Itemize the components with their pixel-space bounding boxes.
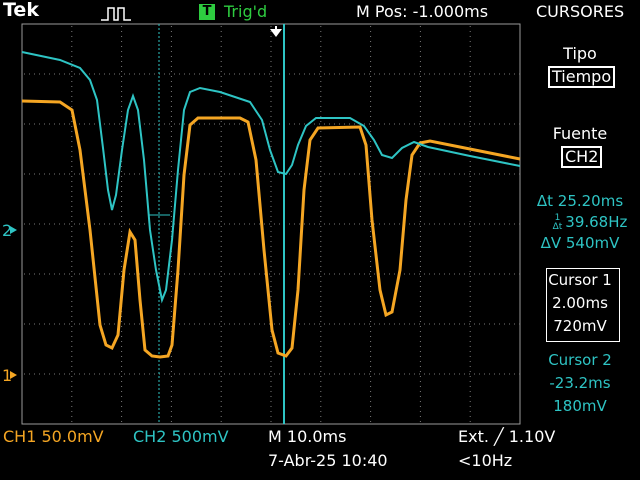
fuente-label: Fuente xyxy=(552,124,608,143)
trigger-status: Trig'd xyxy=(224,2,268,21)
graticule-border xyxy=(21,23,521,425)
cursor1-label: Cursor 1 xyxy=(548,271,612,289)
trigger-frequency: <10Hz xyxy=(458,451,513,470)
fuente-value-button[interactable]: CH2 xyxy=(561,146,603,168)
tipo-label: Tipo xyxy=(563,44,597,63)
ch1-marker-arrow xyxy=(10,371,17,379)
cursor2-volt: 180mV xyxy=(553,397,607,415)
ch1-trace xyxy=(21,99,521,359)
acquire-pulse-icon xyxy=(101,7,131,21)
delta-t-readout: Δt 25.20ms xyxy=(536,192,624,210)
date-time: 7-Abr-25 10:40 xyxy=(268,451,388,470)
ch2-trace xyxy=(21,51,521,304)
ch2-scale: CH2 500mV xyxy=(133,427,229,446)
ch2-marker-arrow xyxy=(10,226,17,234)
trigger-icon: T xyxy=(199,4,215,20)
menu-title: CURSORES xyxy=(536,2,625,21)
brand-logo: Tek xyxy=(3,0,39,21)
cursor2-time: -23.2ms xyxy=(549,374,611,392)
timebase-readout: M 10.0ms xyxy=(268,427,347,446)
m-position: M Pos: -1.000ms xyxy=(356,2,489,21)
trigger-position-arrow xyxy=(270,29,282,37)
ch1-marker: 1 xyxy=(2,366,13,385)
cursor1-time: 2.00ms xyxy=(552,294,608,312)
cursor1-volt: 720mV xyxy=(553,317,607,335)
inverse-delta-t-readout: 1 Δt 39.68Hz xyxy=(552,212,628,232)
delta-v-readout: ΔV 540mV xyxy=(540,234,620,252)
ch2-marker: 2 xyxy=(2,221,13,240)
ch1-scale: CH1 50.0mV xyxy=(3,427,104,446)
cursor1-panel[interactable] xyxy=(546,268,620,342)
cursor2-label[interactable]: Cursor 2 xyxy=(548,351,612,369)
graticule-grid xyxy=(24,26,520,422)
tipo-value-button[interactable]: Tiempo xyxy=(548,66,616,88)
trigger-readout: Ext. ╱ 1.10V xyxy=(458,427,556,446)
